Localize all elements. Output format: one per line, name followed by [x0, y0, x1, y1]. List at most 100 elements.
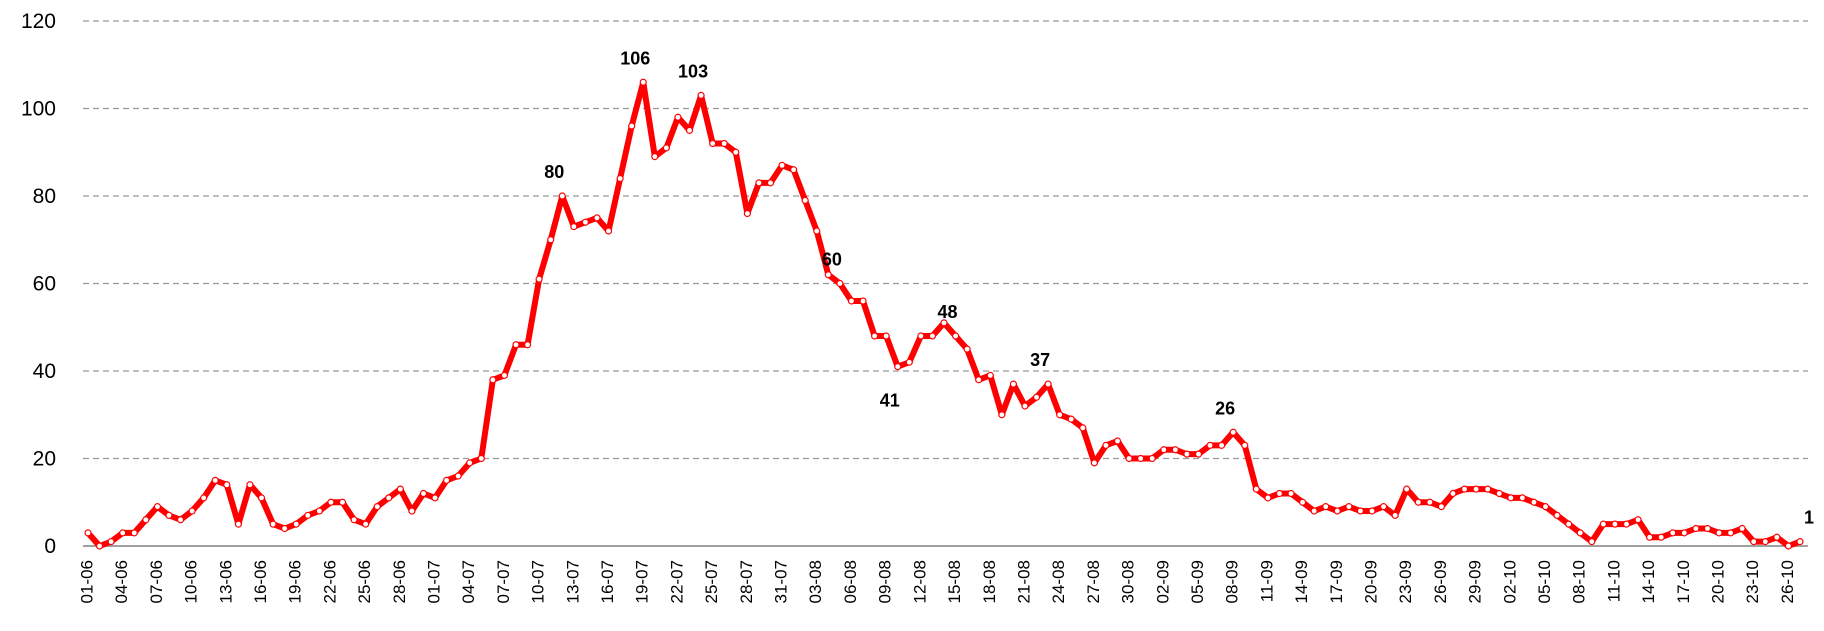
data-label: 41 [880, 391, 900, 411]
point [720, 139, 728, 148]
point [1738, 524, 1746, 533]
point [1703, 524, 1712, 533]
x-tick-label: 13-06 [216, 560, 235, 603]
point [1646, 533, 1654, 541]
point [535, 275, 543, 283]
x-tick-label: 01-06 [77, 560, 96, 603]
x-tick-label: 29-09 [1466, 560, 1485, 603]
point [1090, 459, 1098, 467]
point [743, 209, 751, 218]
point [1403, 485, 1411, 493]
point [1414, 498, 1422, 506]
x-tick-label: 11-10 [1604, 560, 1623, 602]
x-tick-label: 02-10 [1500, 560, 1519, 603]
point [153, 503, 162, 511]
point [639, 78, 647, 86]
x-tick-label: 31-07 [772, 560, 791, 603]
point [1171, 446, 1179, 454]
data-label: 37 [1030, 350, 1050, 370]
x-tick-label: 26-10 [1778, 560, 1797, 603]
point [223, 481, 231, 489]
point [1368, 507, 1376, 515]
point [1426, 498, 1434, 506]
x-tick-label: 20-09 [1361, 560, 1380, 603]
point [1541, 503, 1550, 511]
x-tick-label: 22-06 [320, 560, 339, 603]
x-tick-label: 26-09 [1431, 560, 1450, 603]
x-tick-label: 18-08 [980, 560, 999, 603]
point [119, 529, 127, 537]
point [593, 214, 601, 222]
point [442, 476, 451, 484]
x-tick-label: 16-07 [598, 560, 617, 603]
point [1761, 538, 1769, 546]
point [489, 376, 497, 384]
point [905, 358, 913, 366]
point [500, 371, 509, 379]
x-tick-label: 07-07 [494, 560, 513, 603]
x-tick-label: 27-08 [1084, 560, 1103, 603]
point [362, 520, 370, 528]
y-tick-label: 20 [33, 448, 56, 471]
point [1715, 529, 1723, 537]
point [188, 507, 196, 515]
y-tick-label: 60 [33, 273, 56, 296]
y-tick-label: 40 [33, 360, 56, 383]
point [917, 332, 925, 340]
point [1680, 529, 1688, 537]
data-label: 106 [620, 48, 650, 68]
point [870, 332, 879, 340]
point [1460, 485, 1469, 493]
point [281, 524, 289, 533]
point [95, 542, 104, 550]
x-tick-label: 21-08 [1014, 560, 1033, 603]
point [766, 179, 775, 187]
point [558, 192, 566, 200]
point [951, 332, 960, 340]
x-tick-label: 23-10 [1743, 560, 1762, 603]
x-tick-label: 09-08 [876, 560, 895, 603]
data-label: 60 [822, 250, 842, 270]
point [616, 174, 624, 183]
point [1773, 533, 1781, 541]
y-tick-label: 120 [21, 10, 56, 33]
x-tick-label: 04-06 [112, 560, 131, 603]
point [211, 476, 219, 484]
point [304, 511, 312, 519]
point [1056, 411, 1064, 419]
point [1137, 454, 1145, 463]
point [1275, 489, 1284, 498]
y-tick-label: 0 [44, 535, 56, 558]
point [1784, 542, 1793, 550]
point [1218, 441, 1226, 449]
point [1287, 489, 1295, 498]
point [1183, 450, 1191, 458]
point [1437, 503, 1446, 511]
point [1310, 507, 1318, 515]
point [1449, 489, 1457, 498]
point [1113, 437, 1122, 445]
point [685, 126, 694, 134]
x-tick-label: 05-09 [1188, 560, 1207, 603]
point [1484, 485, 1492, 493]
point [1599, 520, 1607, 528]
data-label: 103 [678, 61, 708, 81]
x-tick-label: 12-08 [910, 560, 929, 603]
point [847, 297, 856, 305]
x-tick-label: 17-10 [1674, 560, 1693, 603]
point [257, 494, 266, 502]
point [940, 319, 948, 327]
x-tick-label: 03-08 [806, 560, 825, 603]
point [836, 279, 844, 288]
point [1252, 485, 1260, 493]
point [327, 498, 335, 506]
point [604, 227, 613, 235]
point [662, 144, 670, 152]
point [1125, 454, 1133, 463]
point [234, 520, 242, 528]
point [674, 113, 682, 121]
point [1495, 489, 1503, 498]
point [373, 503, 381, 511]
point [1264, 494, 1272, 502]
x-tick-label: 14-09 [1292, 560, 1311, 603]
